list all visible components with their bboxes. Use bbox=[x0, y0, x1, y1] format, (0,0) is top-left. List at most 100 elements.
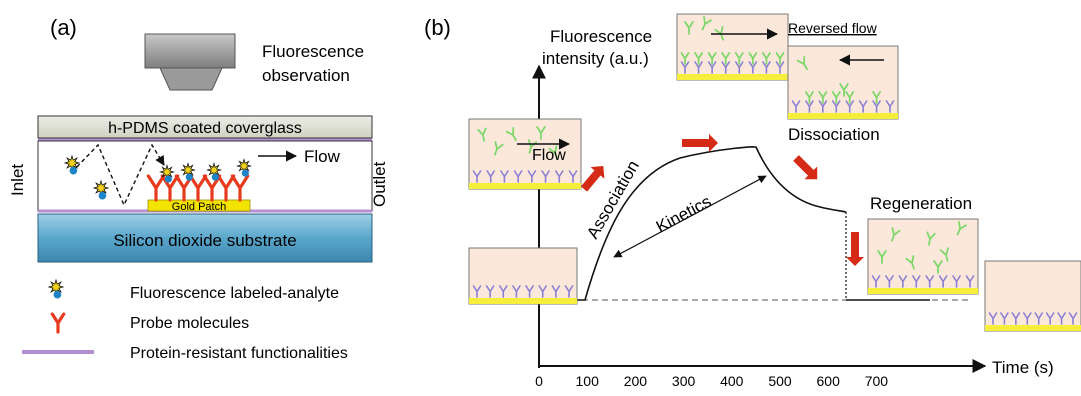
bound-probe bbox=[988, 312, 998, 325]
x-tick-label: 0 bbox=[535, 373, 543, 389]
panel-b-label: (b) bbox=[424, 15, 451, 40]
legend-functional-label: Protein-resistant functionalities bbox=[130, 345, 348, 362]
x-tick-label: 500 bbox=[768, 373, 792, 389]
bound-probe bbox=[734, 61, 744, 74]
bound-probe bbox=[538, 285, 548, 298]
bound-probe bbox=[911, 275, 921, 288]
bound-analyte bbox=[680, 52, 690, 65]
labeled-analyte bbox=[180, 162, 196, 181]
inset-association bbox=[468, 118, 582, 190]
bound-probe bbox=[568, 170, 578, 183]
free-analyte bbox=[548, 145, 558, 160]
bound-probe bbox=[805, 100, 814, 113]
labeled-analyte bbox=[92, 179, 110, 200]
bound-probe bbox=[885, 275, 894, 288]
y-axis-label-1: Fluorescence bbox=[550, 27, 652, 46]
bound-analyte bbox=[805, 91, 814, 104]
x-axis-label: Time (s) bbox=[992, 358, 1054, 377]
free-analyte bbox=[494, 141, 504, 156]
bound-probe bbox=[551, 285, 561, 298]
free-analyte bbox=[477, 127, 487, 142]
bound-probe bbox=[845, 100, 855, 113]
bound-probe bbox=[472, 285, 482, 298]
x-tick-labels: 0 100 200 300 400 500 600 700 bbox=[535, 373, 888, 389]
bound-analyte bbox=[845, 91, 855, 104]
analyte-path bbox=[71, 143, 165, 207]
legend-item-functional: Protein-resistant functionalities bbox=[22, 345, 348, 362]
bound-probe bbox=[965, 275, 975, 288]
phase-arrows bbox=[580, 134, 864, 266]
bound-probe bbox=[525, 285, 534, 298]
flow-label-b: Flow bbox=[532, 147, 566, 164]
substrate-label: Silicon dioxide substrate bbox=[113, 231, 296, 250]
bound-probe bbox=[485, 285, 495, 298]
bound-probe bbox=[1000, 312, 1009, 325]
bound-probe bbox=[486, 170, 496, 183]
legend-probe-label: Probe molecules bbox=[130, 315, 249, 332]
bound-analyte bbox=[818, 91, 828, 104]
bound-probe bbox=[871, 275, 881, 288]
bound-probe bbox=[694, 61, 703, 74]
legend-analyte-label: Fluorescence labeled-analyte bbox=[130, 285, 339, 302]
legend-probe-glyph bbox=[50, 312, 66, 334]
x-tick-label: 300 bbox=[672, 373, 696, 389]
bound-probe bbox=[564, 285, 574, 298]
bound-probe bbox=[748, 61, 758, 74]
bound-probe bbox=[872, 100, 881, 113]
bound-probe bbox=[554, 170, 564, 183]
inset-regenerated bbox=[984, 260, 1081, 332]
bound-analyte bbox=[831, 91, 841, 104]
bound-probe bbox=[512, 285, 521, 298]
inset-equilibrium bbox=[676, 13, 789, 81]
free-analyte bbox=[905, 255, 915, 270]
bound-analyte bbox=[748, 52, 758, 65]
x-tick-label: 400 bbox=[720, 373, 744, 389]
free-analyte bbox=[891, 227, 901, 242]
free-analyte bbox=[939, 247, 950, 262]
inset-regeneration bbox=[867, 218, 979, 295]
bound-probe bbox=[938, 275, 948, 288]
panel-b: (b) Fluorescence intensity (a.u.) Time (… bbox=[424, 13, 1081, 389]
fluorescence-observation-label-1: Fluorescence bbox=[262, 42, 364, 61]
bound-probe bbox=[721, 61, 731, 74]
free-analyte bbox=[701, 16, 712, 31]
bound-probe bbox=[1045, 312, 1055, 325]
bound-probe bbox=[1022, 312, 1032, 325]
bound-probe bbox=[513, 170, 523, 183]
bound-probe bbox=[1034, 312, 1044, 325]
sensorgram-curve bbox=[540, 145, 847, 301]
bound-probe bbox=[498, 285, 508, 298]
bound-analyte bbox=[872, 91, 881, 104]
flow-label-a: Flow bbox=[304, 147, 341, 166]
y-axis-label-2: intensity (a.u.) bbox=[542, 49, 649, 68]
bound-analyte bbox=[707, 52, 717, 65]
bound-analyte bbox=[762, 52, 771, 65]
probe-molecule bbox=[230, 174, 250, 202]
bound-probe bbox=[762, 61, 771, 74]
bound-probe bbox=[680, 61, 690, 74]
labeled-analyte-icon bbox=[47, 278, 65, 299]
bound-probe bbox=[925, 275, 935, 288]
phase-arrow-association bbox=[580, 166, 605, 192]
outlet-label: Outlet bbox=[370, 161, 389, 207]
bound-probe bbox=[885, 100, 895, 113]
bound-probe bbox=[1011, 312, 1021, 325]
bound-probe bbox=[952, 275, 961, 288]
dissociation-label: Dissociation bbox=[788, 125, 880, 144]
bound-probe bbox=[1057, 312, 1066, 325]
gold-patch-label: Gold Patch bbox=[172, 201, 226, 213]
kinetics-label: Kinetics bbox=[653, 192, 714, 237]
bound-analyte bbox=[734, 52, 744, 65]
bound-probe bbox=[527, 170, 537, 183]
bound-analyte bbox=[694, 52, 703, 65]
bound-analyte bbox=[775, 52, 785, 65]
bound-probe bbox=[858, 100, 868, 113]
bound-probe bbox=[831, 100, 841, 113]
inset-dissociation bbox=[787, 45, 899, 120]
substrate bbox=[37, 213, 373, 263]
bound-probe bbox=[791, 100, 801, 113]
free-analyte bbox=[877, 250, 887, 264]
coverglass-label: h-PDMS coated coverglass bbox=[108, 120, 302, 137]
